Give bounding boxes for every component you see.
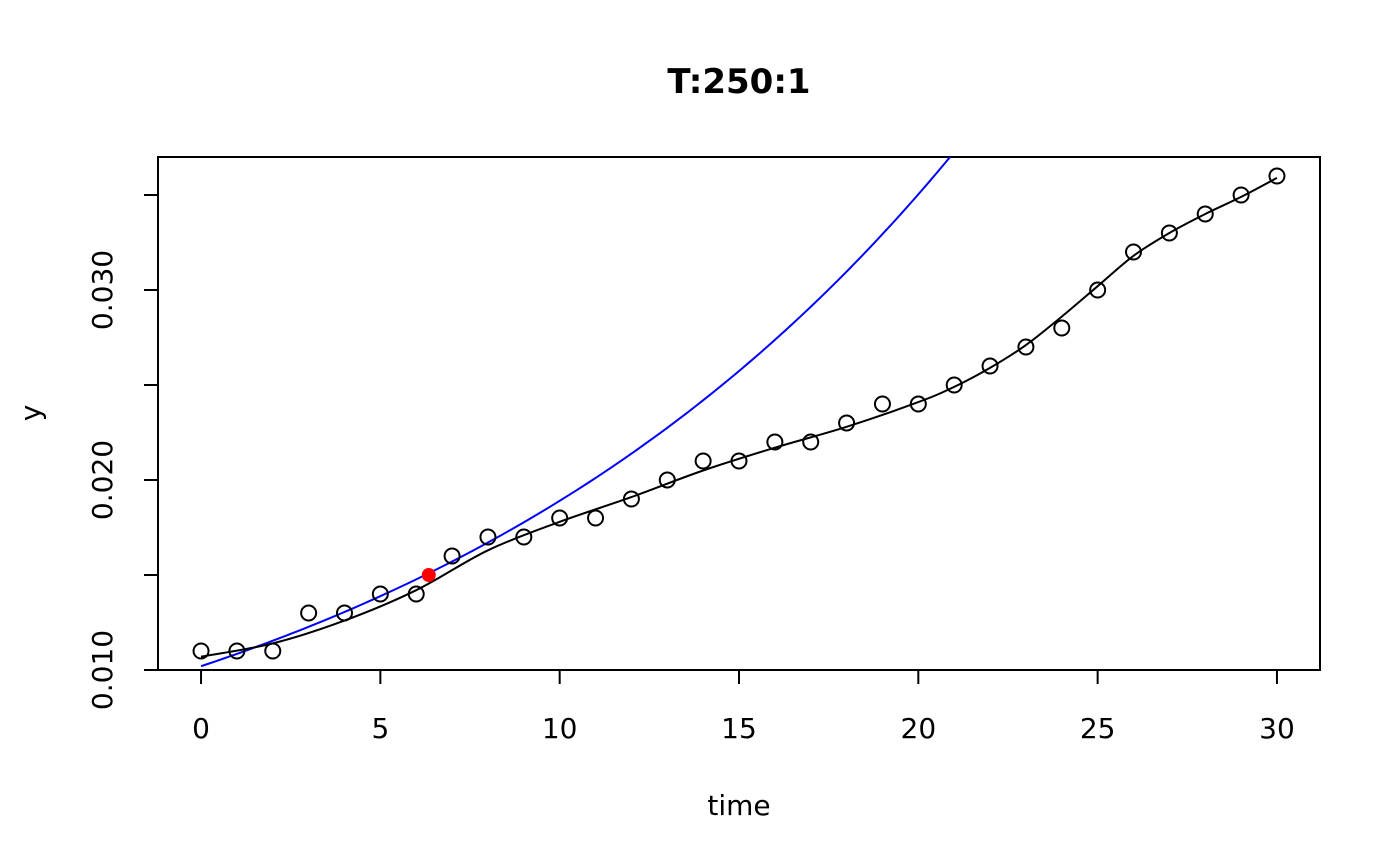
data-point <box>622 490 640 508</box>
data-point <box>838 414 856 432</box>
chart-title: T:250:1 <box>667 62 810 102</box>
data-point <box>1089 281 1107 299</box>
data-point <box>1196 205 1214 223</box>
data-point <box>730 452 748 470</box>
data-point <box>228 642 246 660</box>
data-point <box>1232 186 1250 204</box>
data-point <box>1017 338 1035 356</box>
exponential-fit-curve <box>200 157 952 668</box>
x-tick-label: 30 <box>1259 712 1295 745</box>
data-point <box>335 604 353 622</box>
data-point <box>1160 224 1178 242</box>
smoothed-line <box>200 177 1278 658</box>
data-point <box>371 585 389 603</box>
data-point <box>1125 243 1143 261</box>
data-point <box>515 528 533 546</box>
data-point <box>192 642 210 660</box>
x-tick-label: 20 <box>901 712 937 745</box>
x-tick-label: 0 <box>192 712 210 745</box>
x-tick-label: 5 <box>371 712 389 745</box>
data-point <box>909 395 927 413</box>
data-point <box>264 642 282 660</box>
data-point <box>766 433 784 451</box>
highlighted-point <box>421 568 436 582</box>
x-tick-label: 10 <box>542 712 578 745</box>
series-layer <box>192 157 1286 668</box>
y-axis: 0.010 0.020 0.030 <box>86 194 159 710</box>
x-axis: 0 5 10 15 20 25 30 <box>192 669 1295 745</box>
data-point <box>587 509 605 527</box>
data-point <box>694 452 712 470</box>
data-point <box>981 357 999 375</box>
data-point <box>1268 167 1286 185</box>
data-point <box>658 471 676 489</box>
x-tick-label: 15 <box>721 712 757 745</box>
y-axis-label: y <box>14 405 47 422</box>
data-point <box>945 376 963 394</box>
data-point <box>1053 319 1071 337</box>
x-axis-label: time <box>707 789 770 822</box>
data-point <box>300 604 318 622</box>
data-point <box>873 395 891 413</box>
data-point <box>479 528 497 546</box>
y-tick-label: 0.020 <box>86 440 119 520</box>
data-point <box>443 547 461 565</box>
data-point <box>802 433 820 451</box>
plot-frame <box>157 156 1321 671</box>
y-tick-label: 0.010 <box>86 630 119 710</box>
data-point <box>407 585 425 603</box>
y-tick-label: 0.030 <box>86 250 119 330</box>
data-point <box>551 509 569 527</box>
x-tick-label: 25 <box>1080 712 1116 745</box>
